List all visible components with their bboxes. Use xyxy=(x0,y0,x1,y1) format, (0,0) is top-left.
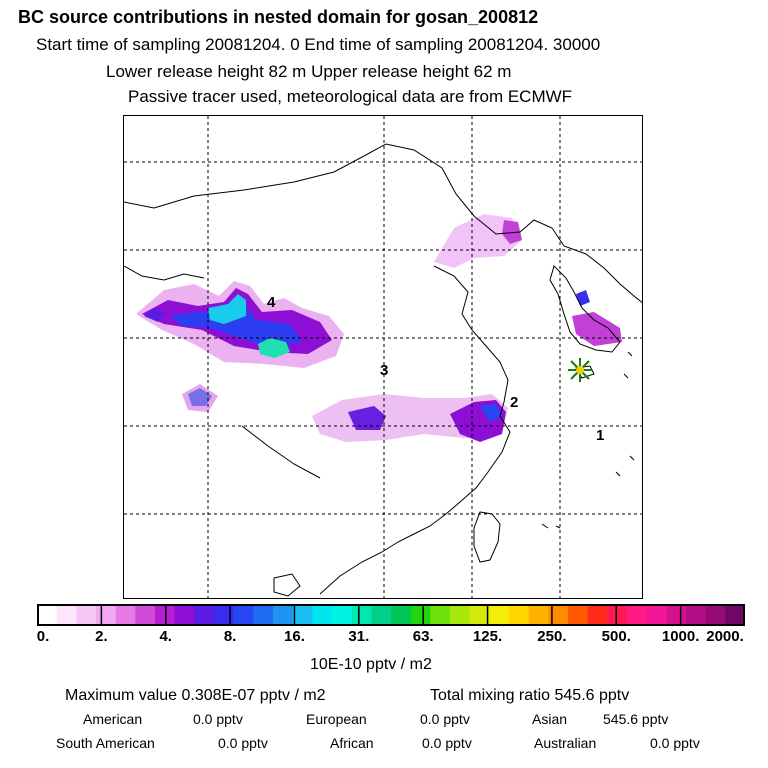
coastline-korea xyxy=(549,265,621,353)
colorbar-swatch xyxy=(214,604,235,626)
colorbar-swatch xyxy=(312,604,333,626)
coastline-layer xyxy=(124,143,642,597)
plume-east-inner xyxy=(480,404,502,422)
region-value-european: 0.0 pptv xyxy=(420,711,470,727)
plume-west-inner xyxy=(170,298,302,348)
source-label-2: 2 xyxy=(510,394,518,411)
plume-korea xyxy=(572,312,622,346)
colorbar-swatch xyxy=(253,604,274,626)
colorbar-swatch xyxy=(705,604,726,626)
plume-central-core xyxy=(348,406,386,430)
colorbar-border xyxy=(37,604,745,626)
colorbar-swatch xyxy=(56,604,77,626)
colorbar-tick-label: 125. xyxy=(472,628,503,645)
colorbar-tick-label: 2000. xyxy=(706,628,744,645)
colorbar-swatch xyxy=(391,604,412,626)
colorbar-tick-label: 4. xyxy=(159,628,172,645)
colorbar-swatch xyxy=(646,604,667,626)
colorbar-swatch xyxy=(233,604,254,626)
source-label-1: 1 xyxy=(596,427,604,444)
plume-layer xyxy=(136,214,622,442)
region-value-south-american: 0.0 pptv xyxy=(218,735,268,751)
source-label-3: 3 xyxy=(380,362,388,379)
colorbar-swatch xyxy=(273,604,294,626)
colorbar-swatch xyxy=(292,604,313,626)
coastline-taiwan xyxy=(473,511,501,563)
colorbar-tick-label: 8. xyxy=(223,628,237,645)
colorbar-ticks: 0. 2. 4. 8. 16. 31. 63. 125. 250. 500. 1000. 2000. xyxy=(0,628,768,648)
colorbar-swatch xyxy=(666,604,687,626)
plume-north xyxy=(434,214,522,268)
colorbar-swatch xyxy=(135,604,156,626)
colorbar-swatch xyxy=(96,604,117,626)
map-canvas: 1 2 3 4 xyxy=(124,116,642,598)
colorbar-swatch xyxy=(332,604,353,626)
colorbar-tick-label: 500. xyxy=(601,628,631,645)
region-value-australian: 0.0 pptv xyxy=(650,735,700,751)
region-value-asian: 545.6 pptv xyxy=(603,711,669,727)
colorbar-swatch xyxy=(587,604,608,626)
receptor-star-icon xyxy=(568,358,592,382)
map-panel: 1 2 3 4 xyxy=(123,115,643,599)
region-name-european: European xyxy=(306,711,367,727)
maximum-value: Maximum value 0.308E-07 pptv / m2 xyxy=(65,687,326,704)
region-value-african: 0.0 pptv xyxy=(422,735,472,751)
colorbar-units: 10E-10 pptv / m2 xyxy=(310,656,432,673)
colorbar-swatch xyxy=(410,604,431,626)
region-name-african: African xyxy=(330,735,374,751)
colorbar-swatch xyxy=(627,604,648,626)
graticule xyxy=(124,116,642,598)
colorbar-swatch xyxy=(194,604,215,626)
sampling-time-line: Start time of sampling 20081204. 0 End t… xyxy=(36,35,601,54)
plume-north-core xyxy=(502,220,522,244)
coastline-inner xyxy=(241,425,321,479)
colorbar xyxy=(37,604,745,626)
region-name-south-american: South American xyxy=(56,735,155,751)
colorbar-swatch xyxy=(430,604,451,626)
region-name-asian: Asian xyxy=(532,711,568,727)
colorbar-tick-label: 31. xyxy=(348,628,370,645)
coastline-east-china xyxy=(319,265,511,595)
region-name-australian: Australian xyxy=(534,735,597,751)
colorbar-swatch xyxy=(37,604,58,626)
source-label-4: 4 xyxy=(267,294,276,311)
colorbar-swatch xyxy=(548,604,569,626)
colorbar-swatch xyxy=(371,604,392,626)
colorbar-tick-label: 250. xyxy=(537,628,567,645)
plume-west-cyan2 xyxy=(258,338,290,358)
tracer-info-line: Passive tracer used, meteorological data… xyxy=(128,87,573,106)
plot-title: BC source contributions in nested domain… xyxy=(18,7,539,27)
colorbar-swatch xyxy=(489,604,510,626)
colorbar-swatch xyxy=(351,604,372,626)
total-mixing-ratio: Total mixing ratio 545.6 pptv xyxy=(430,687,630,704)
colorbar-swatch xyxy=(450,604,471,626)
plume-korea-dot xyxy=(576,290,590,306)
colorbar-tick-label: 0. xyxy=(36,628,50,645)
source-labels: 1 2 3 4 xyxy=(267,294,604,444)
colorbar-tick-label: 16. xyxy=(284,628,305,645)
colorbar-tick-label: 2. xyxy=(95,628,108,645)
colorbar-swatch xyxy=(725,604,745,626)
colorbar-swatch xyxy=(607,604,628,626)
coastline-islands xyxy=(541,351,635,529)
colorbar-swatch xyxy=(76,604,97,626)
colorbar-swatch xyxy=(509,604,530,626)
coastline-west xyxy=(124,265,205,281)
region-value-american: 0.0 pptv xyxy=(193,711,243,727)
colorbar-swatch xyxy=(469,604,490,626)
plume-spot-halo xyxy=(182,384,218,412)
coastline-hainan xyxy=(273,573,301,597)
coastline-north xyxy=(124,143,642,304)
colorbar-swatch xyxy=(115,604,136,626)
colorbar-tick-label: 1000. xyxy=(661,628,700,645)
release-height-line: Lower release height 82 m Upper release … xyxy=(106,62,512,81)
colorbar-tick-label: 63. xyxy=(412,628,434,645)
colorbar-swatch xyxy=(686,604,707,626)
region-name-american: American xyxy=(83,711,143,727)
plume-west-edge xyxy=(144,308,166,322)
plume-west-cyan1 xyxy=(208,294,246,324)
colorbar-swatch xyxy=(568,604,589,626)
colorbar-swatch xyxy=(528,604,549,626)
colorbar-swatch xyxy=(174,604,195,626)
